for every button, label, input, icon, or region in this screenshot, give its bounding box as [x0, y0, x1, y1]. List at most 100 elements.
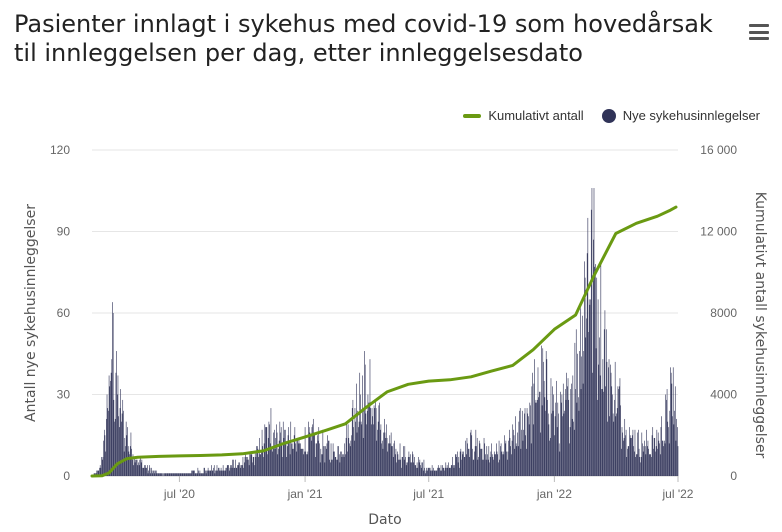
bar-new-admissions — [366, 424, 367, 476]
legend-item-new-admissions[interactable]: Nye sykehusinnlegelser — [601, 108, 760, 123]
bar-new-admissions — [381, 443, 382, 476]
bar-new-admissions — [580, 302, 581, 476]
bar-new-admissions — [431, 465, 433, 476]
bar-new-admissions — [336, 459, 338, 476]
bar-new-admissions — [486, 446, 488, 476]
bar-new-admissions — [574, 342, 576, 476]
bar-new-admissions — [435, 470, 437, 476]
bar-new-admissions — [300, 448, 302, 476]
bar-new-admissions — [153, 470, 154, 476]
bar-new-admissions — [261, 429, 263, 476]
bar-new-admissions — [167, 473, 169, 476]
bar-new-admissions — [277, 454, 279, 476]
bar-new-admissions — [319, 462, 321, 476]
bar-new-admissions — [450, 467, 451, 476]
bar-new-admissions — [487, 454, 488, 476]
bar-new-admissions — [459, 451, 461, 476]
bar-new-admissions — [653, 437, 655, 476]
bar-new-admissions — [434, 470, 436, 476]
bar-new-admissions — [141, 459, 143, 476]
bar-new-admissions — [124, 437, 126, 476]
bar-new-admissions — [250, 454, 252, 476]
bar-new-admissions — [344, 443, 346, 476]
bar-new-admissions — [593, 239, 594, 476]
bar-new-admissions — [505, 440, 507, 476]
bar-new-admissions — [252, 462, 253, 476]
bar-new-admissions — [575, 389, 576, 476]
bar-new-admissions — [603, 329, 605, 476]
bar-new-admissions — [208, 470, 210, 476]
bar-new-admissions — [618, 389, 619, 476]
bar-new-admissions — [481, 448, 483, 476]
bar-new-admissions — [508, 429, 510, 476]
bar-new-admissions — [598, 364, 600, 476]
bar-new-admissions — [178, 473, 180, 476]
bar-new-admissions — [170, 473, 172, 476]
bar-new-admissions — [408, 451, 410, 476]
bar-new-admissions — [114, 418, 116, 476]
bar-new-admissions — [508, 440, 509, 476]
bar-new-admissions — [461, 459, 462, 476]
bar-new-admissions — [379, 402, 380, 476]
bar-new-admissions — [300, 443, 301, 476]
bar-new-admissions — [140, 462, 142, 476]
bar-new-admissions — [659, 443, 660, 476]
bar-new-admissions — [324, 462, 326, 476]
bar-new-admissions — [583, 351, 585, 476]
bar-new-admissions — [484, 443, 486, 476]
bar-new-admissions — [106, 394, 108, 476]
bar-new-admissions — [165, 473, 167, 476]
bar-new-admissions — [415, 465, 417, 476]
bar-new-admissions — [608, 367, 609, 476]
bar-new-admissions — [317, 435, 318, 476]
bar-new-admissions — [155, 470, 156, 476]
bar-new-admissions — [653, 448, 654, 476]
bar-new-admissions — [311, 427, 313, 476]
bar-new-admissions — [552, 386, 553, 476]
bar-new-admissions — [541, 345, 542, 476]
bar-new-admissions — [340, 451, 341, 476]
bar-new-admissions — [97, 470, 98, 476]
bar-new-admissions — [430, 470, 432, 476]
bar-new-admissions — [492, 456, 494, 476]
bar-new-admissions — [172, 473, 173, 476]
bar-new-admissions — [538, 397, 539, 476]
bar-new-admissions — [496, 451, 498, 476]
bar-new-admissions — [248, 459, 249, 476]
bar-new-admissions — [202, 473, 203, 476]
bar-new-admissions — [418, 456, 419, 476]
bar-new-admissions — [433, 470, 435, 476]
bar-new-admissions — [421, 462, 423, 476]
bar-new-admissions — [157, 473, 159, 476]
bar-new-admissions — [559, 451, 561, 476]
bar-new-admissions — [533, 383, 535, 476]
bar-new-admissions — [513, 435, 515, 476]
bar-new-admissions — [375, 408, 377, 476]
bar-new-admissions — [579, 351, 580, 476]
bar-new-admissions — [301, 448, 302, 476]
bar-new-admissions — [499, 459, 501, 476]
bar-new-admissions — [371, 408, 373, 476]
bar-new-admissions — [427, 467, 429, 476]
bar-new-admissions — [197, 467, 199, 476]
bar-new-admissions — [147, 465, 148, 476]
bar-new-admissions — [442, 465, 443, 476]
bar-new-admissions — [403, 446, 404, 476]
bar-new-admissions — [554, 435, 555, 476]
bar-new-admissions — [367, 394, 369, 476]
bar-new-admissions — [148, 470, 149, 476]
bar-new-admissions — [217, 470, 218, 476]
bar-new-admissions — [544, 397, 546, 476]
bar-new-admissions — [190, 473, 191, 476]
bar-new-admissions — [240, 465, 242, 476]
bar-new-admissions — [475, 429, 477, 476]
bar-new-admissions — [123, 451, 125, 476]
bar-new-admissions — [448, 462, 449, 476]
bar-new-admissions — [482, 459, 483, 476]
bar-new-admissions — [138, 462, 139, 476]
legend-item-cumulative[interactable]: Kumulativt antall — [463, 108, 584, 123]
hamburger-menu-icon[interactable] — [749, 24, 769, 40]
bar-new-admissions — [646, 446, 648, 476]
bar-new-admissions — [623, 440, 624, 476]
bar-new-admissions — [176, 473, 177, 476]
